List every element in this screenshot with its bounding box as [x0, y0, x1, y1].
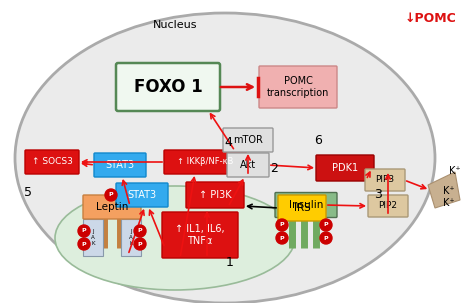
- Circle shape: [276, 232, 288, 244]
- Text: ↑ IL1, IL6,
TNFα: ↑ IL1, IL6, TNFα: [175, 224, 225, 246]
- Text: ↓POMC: ↓POMC: [404, 12, 456, 25]
- Text: ↑ PI3K: ↑ PI3K: [199, 190, 231, 200]
- Text: 6: 6: [314, 134, 322, 146]
- Polygon shape: [428, 172, 460, 208]
- Circle shape: [78, 225, 90, 237]
- Circle shape: [134, 238, 146, 250]
- Text: STAT3: STAT3: [105, 160, 135, 170]
- Text: Insulin: Insulin: [289, 200, 323, 210]
- Circle shape: [320, 219, 332, 231]
- Circle shape: [276, 219, 288, 231]
- Text: P: P: [324, 235, 328, 241]
- Text: STAT3: STAT3: [128, 190, 156, 200]
- Text: P: P: [82, 241, 86, 247]
- Text: POMC
transcription: POMC transcription: [267, 76, 329, 98]
- Ellipse shape: [55, 186, 295, 290]
- Text: P: P: [280, 235, 284, 241]
- FancyBboxPatch shape: [223, 128, 273, 152]
- Circle shape: [134, 225, 146, 237]
- FancyBboxPatch shape: [164, 150, 246, 174]
- Ellipse shape: [15, 13, 435, 303]
- Text: mTOR: mTOR: [233, 135, 263, 145]
- FancyBboxPatch shape: [25, 150, 79, 174]
- Text: 5: 5: [24, 185, 32, 198]
- Text: 2: 2: [270, 161, 278, 175]
- FancyBboxPatch shape: [121, 219, 141, 256]
- FancyBboxPatch shape: [368, 195, 408, 217]
- FancyBboxPatch shape: [83, 195, 141, 219]
- Text: 4: 4: [224, 135, 232, 148]
- FancyBboxPatch shape: [278, 195, 326, 221]
- Text: P: P: [324, 222, 328, 228]
- FancyBboxPatch shape: [162, 212, 238, 258]
- FancyBboxPatch shape: [116, 183, 168, 207]
- Text: J
A
K: J A K: [129, 229, 133, 246]
- Text: ↑ SOCS3: ↑ SOCS3: [32, 158, 73, 167]
- Text: Nucleus: Nucleus: [153, 20, 197, 30]
- Circle shape: [320, 232, 332, 244]
- Text: PDK1: PDK1: [332, 163, 358, 173]
- Text: P: P: [109, 192, 113, 198]
- Circle shape: [105, 189, 117, 201]
- Text: PIP2: PIP2: [379, 201, 398, 211]
- Text: Akt: Akt: [240, 160, 256, 170]
- Text: IRS: IRS: [293, 203, 310, 213]
- Text: K⁺: K⁺: [449, 166, 461, 176]
- FancyBboxPatch shape: [186, 182, 244, 208]
- Text: Leptin: Leptin: [96, 202, 128, 212]
- FancyBboxPatch shape: [116, 63, 220, 111]
- FancyBboxPatch shape: [83, 219, 103, 256]
- Text: P: P: [137, 241, 142, 247]
- Text: P: P: [137, 228, 142, 234]
- Text: K⁺: K⁺: [443, 186, 455, 196]
- Text: P: P: [82, 228, 86, 234]
- Text: J
A
K: J A K: [91, 229, 95, 246]
- FancyBboxPatch shape: [94, 153, 146, 177]
- FancyBboxPatch shape: [227, 153, 269, 177]
- Text: PIP3: PIP3: [375, 175, 394, 185]
- Text: 3: 3: [374, 188, 382, 201]
- FancyBboxPatch shape: [259, 66, 337, 108]
- Text: ↑ IKKβ/NF-κB: ↑ IKKβ/NF-κB: [177, 158, 233, 167]
- FancyBboxPatch shape: [365, 169, 405, 191]
- FancyBboxPatch shape: [316, 155, 374, 181]
- Text: K⁺: K⁺: [443, 198, 455, 208]
- Text: 1: 1: [226, 255, 234, 268]
- FancyBboxPatch shape: [275, 192, 337, 218]
- Text: FOXO 1: FOXO 1: [134, 78, 202, 96]
- Text: P: P: [280, 222, 284, 228]
- Circle shape: [78, 238, 90, 250]
